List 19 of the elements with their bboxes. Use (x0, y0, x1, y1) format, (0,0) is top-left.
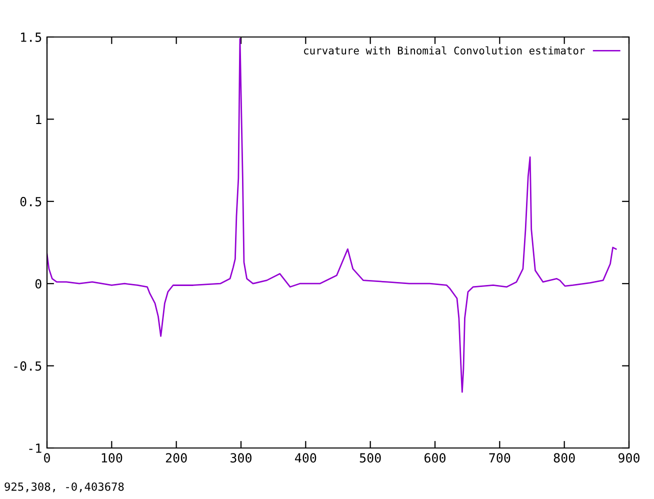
text: 925,308, -0,403678 (4, 482, 124, 492)
x-tick-label: 400 (295, 453, 316, 463)
y-tick-label: 1.5 (21, 32, 42, 42)
y-tick-label: -0.5 (14, 361, 42, 371)
x-tick-label: 600 (424, 453, 446, 463)
x-tick-label: 200 (166, 453, 187, 463)
x-tick-label: 500 (360, 453, 381, 463)
x-tick-label: 700 (489, 453, 510, 463)
x-tick-label: 900 (618, 453, 640, 463)
x-tick-label: 100 (102, 453, 122, 463)
x-tick-label: 800 (554, 453, 575, 463)
y-tick-label: 0 (35, 279, 42, 289)
legend-label: curvature with Binomial Convolution estimator (304, 46, 585, 54)
y-tick-label: -1 (29, 444, 42, 453)
x-tick-label: 300 (230, 453, 252, 463)
line-series (47, 38, 617, 393)
y-tick-label: 0.5 (20, 196, 42, 206)
x-tick-label: 0 (44, 453, 50, 463)
y-tick-label: 1 (36, 114, 42, 124)
